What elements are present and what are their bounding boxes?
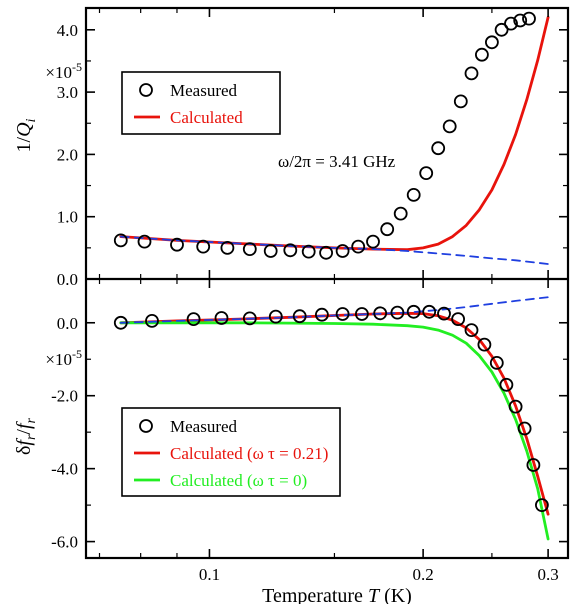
top-measured-point (335, 244, 350, 258)
y-axis-title: 1/Qi (13, 118, 39, 152)
bottom-background-dashed-line (119, 296, 549, 324)
top-measured-point (380, 222, 395, 237)
y-multiplier-label: ×10-5 (45, 347, 82, 369)
bottom-measured-point (314, 307, 329, 322)
bottom-calculated-green-line (119, 321, 550, 541)
top-legend-box (121, 71, 281, 135)
bottom-measured-point (517, 421, 532, 436)
bottom-measured-point (292, 309, 307, 324)
bottom-measured-point (526, 458, 541, 472)
bottom-measured-point (499, 377, 514, 392)
bottom-measured-point (422, 304, 437, 319)
bottom-legend-label: Calculated (ω τ = 0) (170, 471, 307, 490)
top-measured-point (301, 244, 316, 259)
y-tick-label: 1.0 (57, 208, 78, 227)
top-measured-point (113, 233, 128, 248)
top-measured-point (319, 245, 334, 260)
y-tick-label: 0.0 (57, 314, 78, 333)
top-measured-point (220, 240, 235, 255)
x-tick-label: 0.3 (537, 565, 558, 584)
bottom-measured-point (373, 306, 388, 321)
bottom-legend-label: Measured (170, 417, 238, 436)
top-background-dashed-line (119, 235, 549, 265)
y-tick-label: -2.0 (51, 387, 78, 406)
bottom-measured-point (390, 305, 405, 320)
bottom-legend-label: Calculated (ω τ = 0.21) (170, 444, 328, 463)
y-tick-label: 0.0 (57, 270, 78, 289)
plot-frame (84, 6, 570, 560)
top-measured-point (431, 141, 446, 156)
bottom-measured-point (508, 399, 523, 414)
bottom-measured-point (406, 304, 421, 319)
top-measured-point (366, 234, 380, 249)
top-measured-point (442, 119, 457, 134)
top-measured-point (522, 11, 536, 26)
bottom-measured-point (113, 315, 128, 330)
bottom-measured-point (437, 306, 451, 321)
top-measured-point (351, 239, 366, 254)
top-measured-point (419, 166, 434, 181)
bottom-measured-point (214, 311, 229, 325)
top-measured-point (474, 47, 489, 62)
top-measured-point (283, 243, 298, 258)
y-tick-label: 2.0 (57, 145, 78, 164)
bottom-measured-point (335, 307, 350, 321)
top-measured-point (513, 13, 528, 28)
top-measured-point (406, 187, 421, 202)
top-measured-point (137, 234, 152, 249)
x-tick-label: 0.1 (199, 565, 220, 584)
y-tick-label: 3.0 (57, 83, 78, 102)
y-tick-label: -4.0 (51, 460, 78, 479)
top-legend-label: Measured (170, 81, 238, 100)
bottom-measured-point (464, 323, 479, 338)
top-measured-point (494, 22, 509, 37)
bottom-measured-point (242, 311, 257, 326)
bottom-measured-point (145, 313, 159, 328)
bottom-measured-point (451, 312, 466, 327)
top-measured-point (484, 35, 499, 50)
top-measured-point (464, 66, 479, 81)
top-measured-point (242, 242, 257, 257)
bottom-measured-point (489, 355, 504, 370)
y-tick-label: -6.0 (51, 533, 78, 552)
top-measured-point (393, 206, 408, 221)
y-multiplier-label: ×10-5 (45, 60, 82, 82)
bottom-measured-point (186, 312, 201, 327)
bottom-measured-point (477, 337, 492, 352)
top-measured-point (504, 16, 518, 31)
bottom-measured-point (354, 307, 369, 321)
top-measured-point (170, 237, 184, 252)
y-axis-title: δfr/fr (13, 417, 39, 455)
top-measured-point (196, 239, 211, 254)
x-tick-label: 0.2 (412, 565, 433, 584)
y-tick-label: 4.0 (57, 21, 78, 40)
top-measured-point (263, 244, 278, 258)
bottom-measured-point (535, 498, 549, 513)
top-legend-label: Calculated (170, 108, 243, 127)
bottom-legend-marker (139, 419, 153, 433)
top-legend-marker (139, 83, 153, 97)
frequency-annotation: ω/2π = 3.41 GHz (278, 152, 396, 171)
bottom-measured-point (268, 309, 283, 324)
top-measured-point (453, 94, 468, 109)
x-axis-title: Temperature T (K) (262, 585, 412, 604)
